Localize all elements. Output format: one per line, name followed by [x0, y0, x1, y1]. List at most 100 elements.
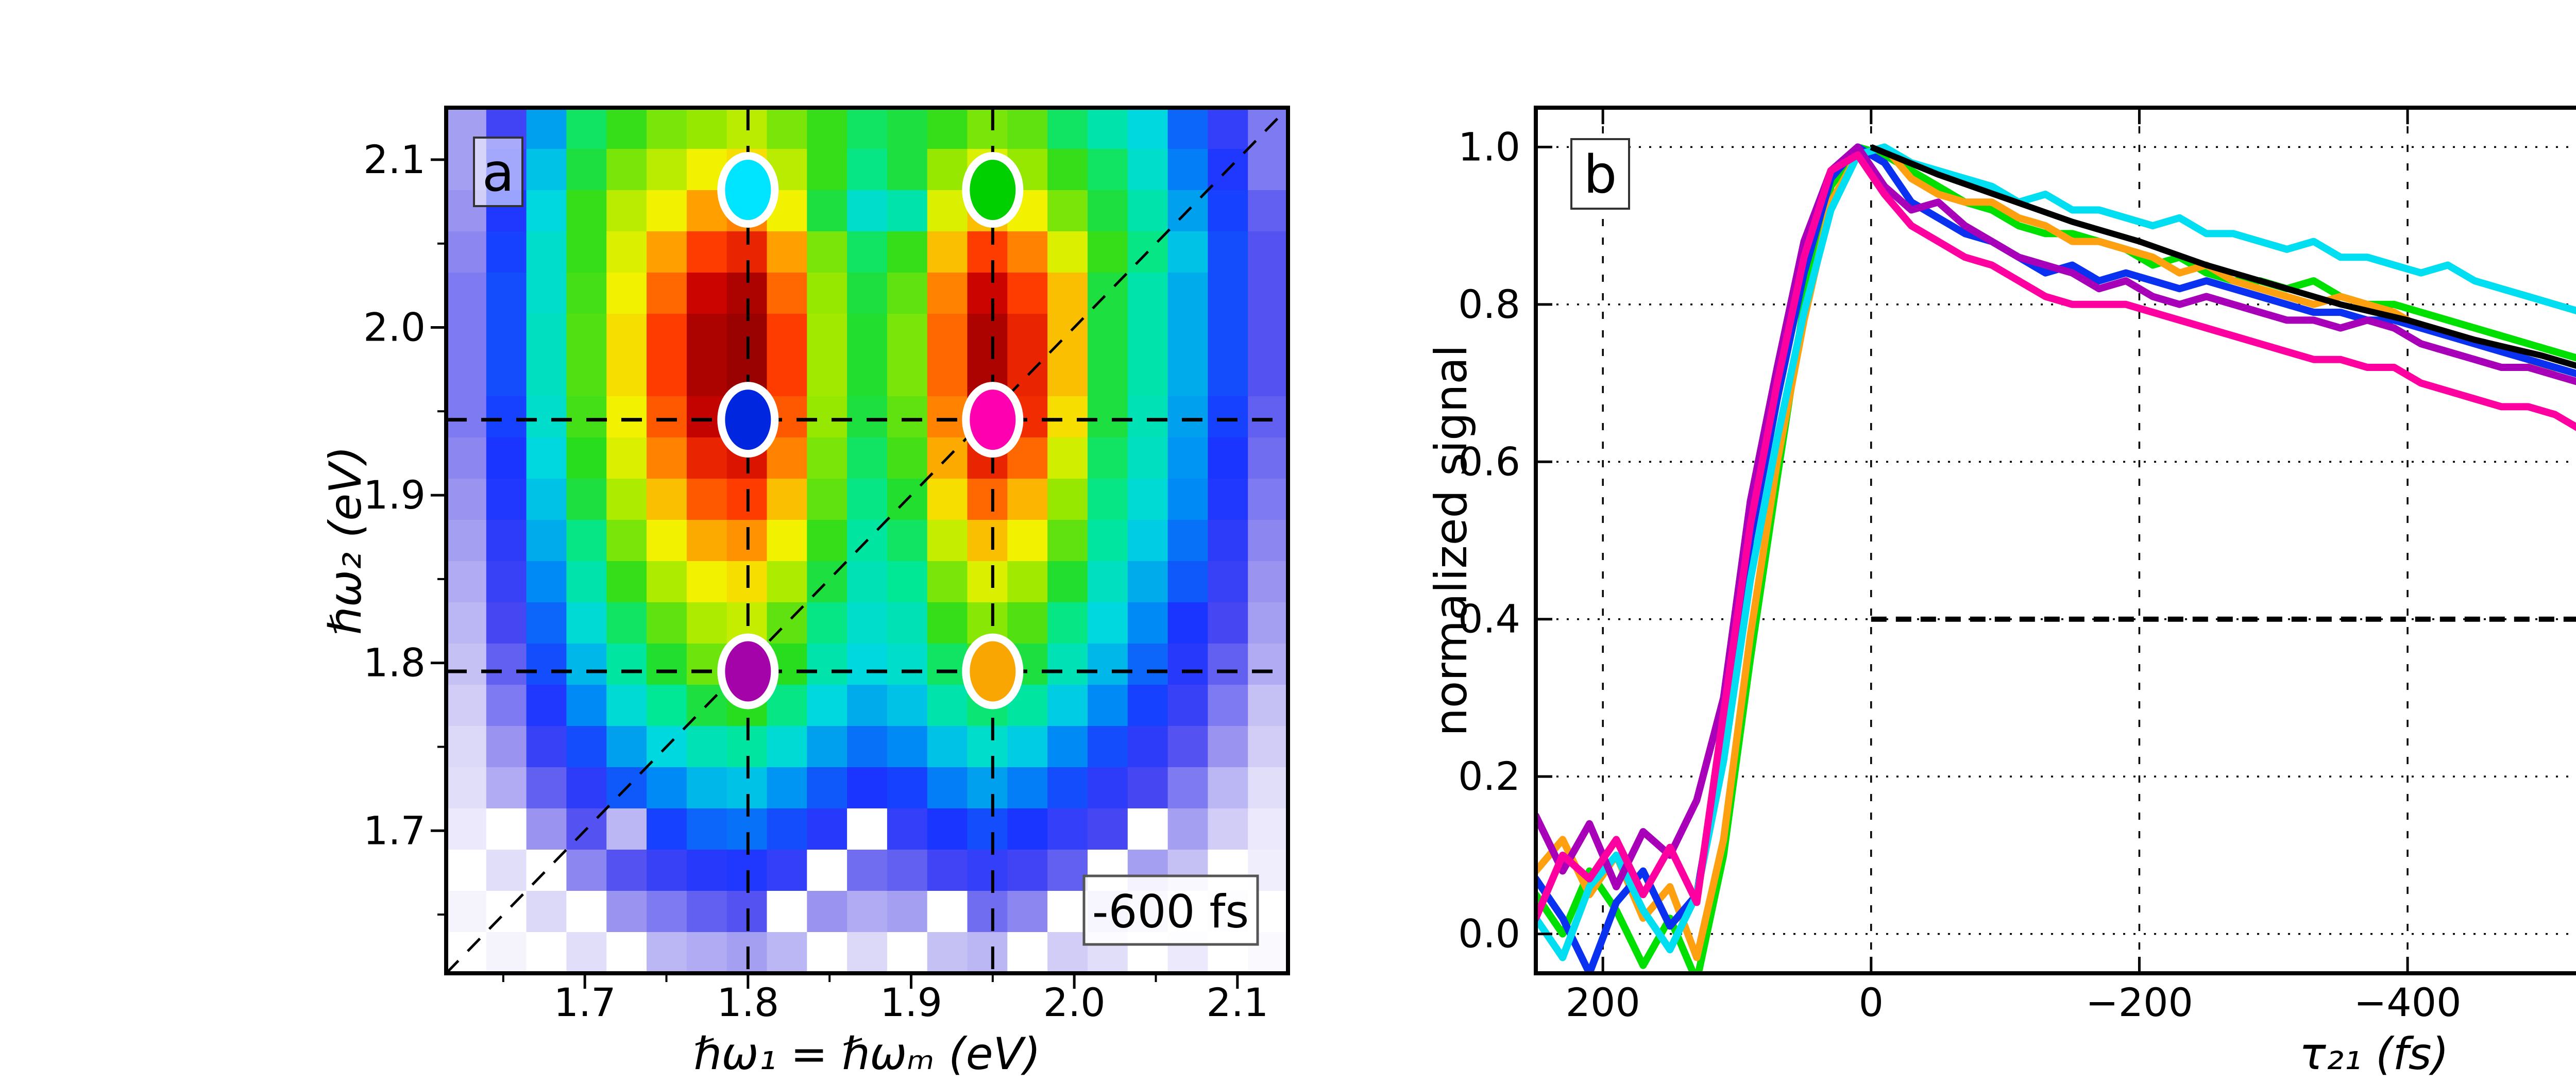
heatmap-cell [807, 231, 848, 273]
heatmap-cell [767, 561, 807, 603]
heatmap-cell [606, 231, 647, 273]
heatmap-cell [647, 396, 687, 438]
heatmap-cell [1248, 273, 1288, 314]
heatmap-cell [767, 520, 807, 562]
heatmap-cell [927, 685, 968, 726]
grid-lines [1536, 108, 2576, 973]
heatmap-cell [1208, 520, 1248, 562]
heatmap-cell [647, 108, 687, 149]
heatmap-cell [1127, 561, 1168, 603]
heatmap-cell [847, 273, 888, 314]
panel-b-tick-labels: 2000−200−400−600−800−10000.00.20.40.60.8… [1458, 124, 2461, 1025]
heatmap-cell [967, 479, 1008, 520]
heatmap-cell [887, 932, 928, 973]
heatmap-cell [1167, 561, 1208, 603]
heatmap-cell [606, 108, 647, 149]
x-tick-label: 0 [1859, 979, 1884, 1025]
heatmap-cell [526, 602, 567, 644]
heatmap-cell [1167, 149, 1208, 191]
heatmap-cell [647, 314, 687, 356]
heatmap-cell [807, 149, 848, 191]
heatmap-cell [486, 520, 527, 562]
x-tick-label: 1.7 [554, 979, 616, 1025]
x-tick-label: 200 [1566, 979, 1640, 1025]
heatmap-cell [566, 314, 607, 356]
heatmap-cell [647, 190, 687, 232]
heatmap-cell [446, 644, 487, 685]
heatmap-cell [1047, 561, 1088, 603]
y-tick-label: 0.8 [1458, 281, 1520, 327]
heatmap-cell [1127, 396, 1168, 438]
heatmap-cell [1047, 685, 1088, 726]
heatmap-cell [647, 149, 687, 191]
heatmap-cell [647, 273, 687, 314]
heatmap-cell [1047, 355, 1088, 397]
heatmap-cell [927, 190, 968, 232]
heatmap-cell [1088, 108, 1128, 149]
heatmap-cell [1167, 767, 1208, 809]
y-tick-label: 1.7 [363, 807, 426, 853]
heatmap-cell [1248, 685, 1288, 726]
heatmap-cell [807, 685, 848, 726]
heatmap-cell [446, 273, 487, 314]
panel-b: 2000−200−400−600−800−10000.00.20.40.60.8… [1426, 106, 2576, 1080]
magenta-marker [962, 382, 1024, 458]
cyan-marker [717, 152, 779, 228]
heatmap-cell [1208, 355, 1248, 397]
heatmap-cell [1248, 396, 1288, 438]
heatmap-cell [1167, 685, 1208, 726]
heatmap-cell [526, 520, 567, 562]
heatmap-cell [606, 850, 647, 891]
heatmap-cell [446, 726, 487, 768]
heatmap-cell [486, 685, 527, 726]
heatmap-cell [526, 644, 567, 685]
heatmap-cell [927, 273, 968, 314]
heatmap-cell [847, 231, 888, 273]
heatmap-cell [1047, 726, 1088, 768]
panel-b-frame [1534, 106, 2576, 975]
heatmap-cell [967, 561, 1008, 603]
heatmap-cell [526, 808, 567, 850]
heatmap-cell [606, 932, 647, 973]
heatmap-cell [807, 273, 848, 314]
heatmap-cell [1127, 355, 1168, 397]
heatmap-cell [606, 602, 647, 644]
heatmap-cell [1208, 808, 1248, 850]
heatmap-cell [967, 108, 1008, 149]
heatmap-cell [446, 685, 487, 726]
heatmap-cell [1047, 891, 1088, 933]
heatmap-cell [807, 396, 848, 438]
heatmap-cell [1047, 396, 1088, 438]
heatmap-cell [1248, 520, 1288, 562]
heatmap-cell [647, 561, 687, 603]
y-tick-label: 1.0 [1458, 124, 1520, 170]
heatmap-cell [887, 273, 928, 314]
heatmap-cell [1007, 479, 1048, 520]
heatmap-cell [1248, 190, 1288, 232]
heatmap-cell [807, 190, 848, 232]
heatmap-cell [1047, 808, 1088, 850]
heatmap-cell [847, 479, 888, 520]
heatmap-cell [1127, 479, 1168, 520]
heatmap-cell [1127, 314, 1168, 356]
heatmap-cell [767, 850, 807, 891]
heatmap-cell [1088, 808, 1128, 850]
heatmap-cell [807, 644, 848, 685]
heatmap-cell [1248, 644, 1288, 685]
heatmap-cell [967, 767, 1008, 809]
heatmap-cell [1167, 437, 1208, 479]
heatmap-cell [847, 602, 888, 644]
heatmap-cell [1007, 891, 1048, 933]
heatmap-cell [566, 561, 607, 603]
heatmap-cell [606, 644, 647, 685]
heatmap-cell [1088, 520, 1128, 562]
heatmap-cell [446, 602, 487, 644]
trace-cyan [1536, 143, 2576, 961]
delay-annotation: -600 fs [1082, 874, 1259, 946]
heatmap-cell [1088, 561, 1128, 603]
heatmap-cell [566, 644, 607, 685]
heatmap-cell [927, 891, 968, 933]
heatmap-cell [1007, 767, 1048, 809]
heatmap-cell [1167, 602, 1208, 644]
heatmap-cell [1088, 355, 1128, 397]
